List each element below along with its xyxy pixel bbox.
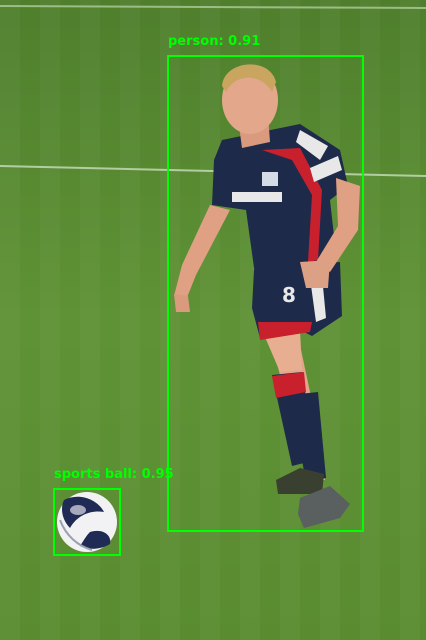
svg-text:8: 8 <box>282 283 296 307</box>
field-line-top <box>0 5 426 9</box>
sports-ball-bounding-box <box>53 488 121 556</box>
person-bounding-box <box>167 55 364 532</box>
person-detection-label: person: 0.91 <box>168 34 261 49</box>
soccer-ball <box>57 492 117 552</box>
sports-ball-detection-label: sports ball: 0.95 <box>54 467 174 482</box>
soccer-player: 8 <box>174 64 360 528</box>
field-line-mid <box>0 165 426 177</box>
